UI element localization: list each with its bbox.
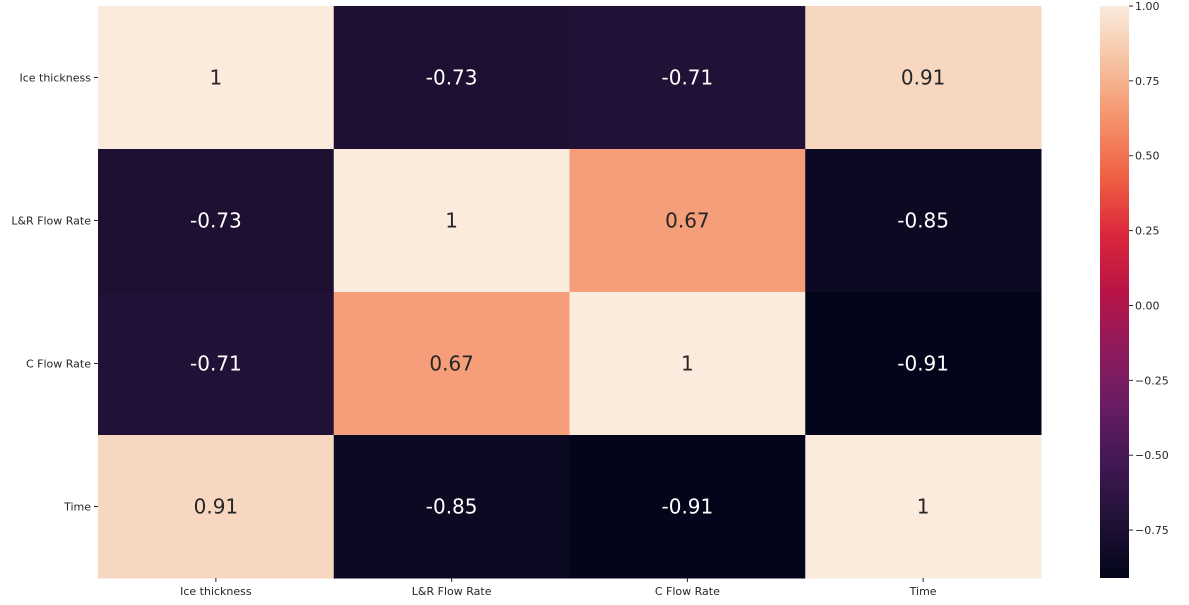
colorbar-tick-label: −0.25 — [1135, 374, 1169, 387]
heatmap-cell-time-time — [805, 435, 1042, 579]
y-tick-label-time: Time — [63, 501, 91, 514]
cell-value-label: 1 — [917, 495, 930, 519]
heatmap-cell-time-ice-thickness — [98, 435, 335, 579]
heatmap-cell-l-r-flow-rate-time — [805, 149, 1042, 293]
cell-value-label: -0.91 — [662, 495, 714, 519]
cell-value-label: 0.67 — [665, 209, 710, 233]
x-tick-label-l-r-flow-rate: L&R Flow Rate — [412, 585, 492, 598]
cell-value-label: 0.91 — [901, 66, 946, 90]
heatmap-cell-l-r-flow-rate-c-flow-rate — [569, 149, 806, 293]
y-axis: Ice thickness L&R Flow Rate C Flow Rate Tim… — [11, 72, 98, 514]
heatmap-cell-ice-thickness-time — [805, 6, 1042, 150]
cell-value-label: 0.91 — [194, 495, 239, 519]
heatmap-cell-time-l-r-flow-rate — [333, 435, 570, 579]
cell-value-label: 1 — [681, 352, 694, 376]
cell-value-label: 1 — [445, 209, 458, 233]
heatmap-cell-c-flow-rate-ice-thickness — [98, 292, 335, 436]
cell-value-label: -0.85 — [426, 495, 478, 519]
x-axis: Ice thickness L&R Flow Rate C Flow Rate Tim… — [180, 578, 937, 598]
heatmap-cell-l-r-flow-rate-l-r-flow-rate — [333, 149, 570, 293]
y-tick-label-c-flow-rate: C Flow Rate — [26, 358, 91, 371]
y-tick-label-l-r-flow-rate: L&R Flow Rate — [11, 215, 91, 228]
cell-value-label: -0.73 — [190, 209, 242, 233]
x-tick-label-ice-thickness: Ice thickness — [180, 585, 252, 598]
heatmap-cell-c-flow-rate-c-flow-rate — [569, 292, 806, 436]
colorbar-tick-label: 0.25 — [1135, 225, 1160, 238]
colorbar-tick-label: 0.50 — [1135, 150, 1160, 163]
colorbar-tick-label: −0.75 — [1135, 524, 1169, 537]
colorbar-tick-label: 1.00 — [1135, 0, 1160, 13]
colorbar-gradient — [1100, 6, 1129, 578]
cell-value-label: 0.67 — [429, 352, 474, 376]
heatmap-cell-l-r-flow-rate-ice-thickness — [98, 149, 335, 293]
colorbar-tick-label: 0.00 — [1135, 299, 1160, 312]
x-tick-label-time: Time — [909, 585, 937, 598]
heatmap-cell-c-flow-rate-l-r-flow-rate — [333, 292, 570, 436]
colorbar: 1.00 0.75 0.50 0.25 0.00 −0.25 −0.50 −0.75 — [1100, 0, 1169, 578]
colorbar-tick-label: −0.50 — [1135, 449, 1169, 462]
heatmap-cells: 1 -0.73 -0.71 0.91 -0.73 1 0.67 -0.85 -0.71 0.67 1… — [98, 6, 1042, 579]
cell-value-label: -0.85 — [897, 209, 949, 233]
cell-value-label: 1 — [210, 66, 223, 90]
heatmap-cell-time-c-flow-rate — [569, 435, 806, 579]
y-tick-label-ice-thickness: Ice thickness — [19, 72, 91, 85]
cell-value-label: -0.73 — [426, 66, 478, 90]
x-tick-label-c-flow-rate: C Flow Rate — [655, 585, 720, 598]
heatmap-cell-ice-thickness-ice-thickness — [98, 6, 335, 150]
heatmap-cell-ice-thickness-c-flow-rate — [569, 6, 806, 150]
cell-value-label: -0.71 — [662, 66, 714, 90]
cell-value-label: -0.71 — [190, 352, 242, 376]
heatmap-cell-ice-thickness-l-r-flow-rate — [333, 6, 570, 150]
cell-value-label: -0.91 — [897, 352, 949, 376]
colorbar-tick-label: 0.75 — [1135, 75, 1160, 88]
heatmap-cell-c-flow-rate-time — [805, 292, 1042, 436]
